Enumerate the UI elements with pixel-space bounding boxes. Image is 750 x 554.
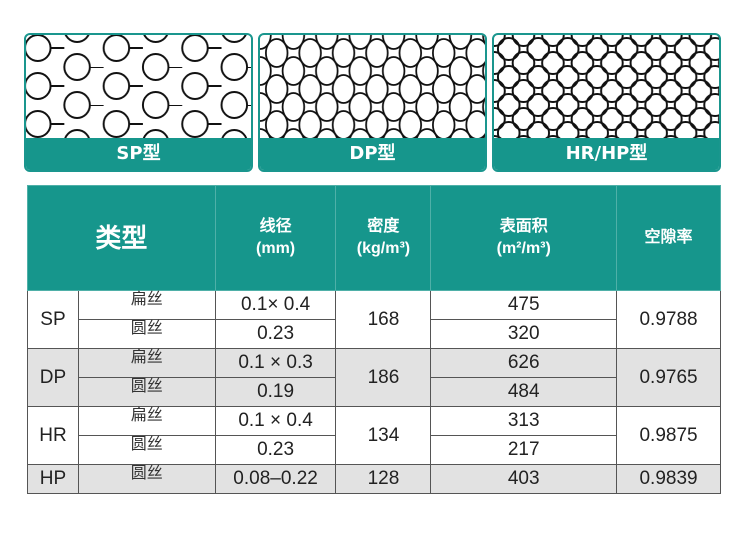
table-row: HR 扁丝 0.1 × 0.4 134 313 0.9875	[27, 406, 721, 465]
porosity: 0.9788	[616, 290, 721, 349]
wire-type: 圆丝	[77, 435, 216, 465]
surface-area: 403	[430, 464, 618, 494]
surface-area: 320	[430, 319, 618, 349]
sp-type-card: SP型	[24, 33, 253, 172]
surface-area: 313	[430, 406, 618, 436]
wire-type: 扁丝	[77, 406, 216, 436]
type-header: 类型	[27, 185, 216, 291]
table-row: HP 圆丝 0.08–0.22 128 403 0.9839	[27, 464, 721, 494]
wire-diameter: 0.23	[214, 435, 337, 465]
wire-diameter: 0.23	[214, 319, 337, 349]
hrhp-mesh-image	[494, 35, 719, 142]
table-row: 圆丝 0.23 320	[28, 319, 721, 349]
type-code: HP	[27, 464, 79, 494]
table-row: SP 扁丝 0.1× 0.4 168 475 0.9788	[27, 290, 721, 349]
surface-unit: (m²/m³)	[496, 240, 551, 257]
table-row: DP 扁丝 0.1 × 0.3 186 626 0.9765	[27, 348, 721, 407]
diameter-title: 线径	[259, 217, 292, 235]
porosity: 0.9875	[616, 406, 721, 465]
type-code: SP	[27, 290, 79, 349]
wire-diameter: 0.08–0.22	[214, 464, 337, 494]
dp-type-label: DP型	[260, 138, 485, 170]
table-row: 圆丝 0.23 217	[28, 435, 721, 465]
diameter-header: 线径 (mm)	[214, 185, 337, 291]
density: 134	[335, 406, 432, 465]
wire-type: 扁丝	[77, 348, 216, 378]
surface-area: 217	[430, 435, 618, 465]
porosity: 0.9765	[616, 348, 721, 407]
sp-type-label: SP型	[26, 138, 251, 170]
surface-header: 表面积 (m²/m³)	[430, 185, 618, 291]
density: 168	[335, 290, 432, 349]
wire-diameter: 0.1 × 0.4	[214, 406, 337, 436]
surface-area: 475	[430, 290, 618, 320]
wire-type: 圆丝	[77, 377, 216, 407]
wire-type: 圆丝	[77, 464, 216, 494]
wire-diameter: 0.1 × 0.3	[214, 348, 337, 378]
porosity-header: 空隙率	[616, 185, 721, 291]
porosity: 0.9839	[616, 464, 721, 494]
sp-mesh-image	[26, 35, 251, 142]
type-code: DP	[27, 348, 79, 407]
wire-diameter: 0.1× 0.4	[214, 290, 337, 320]
surface-area: 626	[430, 348, 618, 378]
wire-diameter: 0.19	[214, 377, 337, 407]
hrhp-type-label: HR/HP型	[494, 138, 719, 170]
hrhp-type-card: HR/HP型	[492, 33, 721, 172]
spec-table: 类型 线径 (mm) 密度 (kg/m³) 表面积 (m²/m³) 空隙率 SP 扁丝 0…	[27, 185, 721, 494]
density-title: 密度	[367, 217, 400, 235]
table-row: 圆丝 0.19 484	[28, 377, 721, 407]
density-unit: (kg/m³)	[356, 240, 411, 257]
density: 186	[335, 348, 432, 407]
surface-title: 表面积	[499, 217, 548, 235]
type-code: HR	[27, 406, 79, 465]
dp-type-card: DP型	[258, 33, 487, 172]
density-header: 密度 (kg/m³)	[335, 185, 432, 291]
density: 128	[335, 464, 432, 494]
wire-type: 扁丝	[77, 290, 216, 320]
surface-area: 484	[430, 377, 618, 407]
table-header: 类型 线径 (mm) 密度 (kg/m³) 表面积 (m²/m³) 空隙率	[27, 185, 721, 291]
diameter-unit: (mm)	[256, 240, 296, 257]
dp-mesh-image	[260, 35, 485, 142]
wire-type: 圆丝	[77, 319, 216, 349]
